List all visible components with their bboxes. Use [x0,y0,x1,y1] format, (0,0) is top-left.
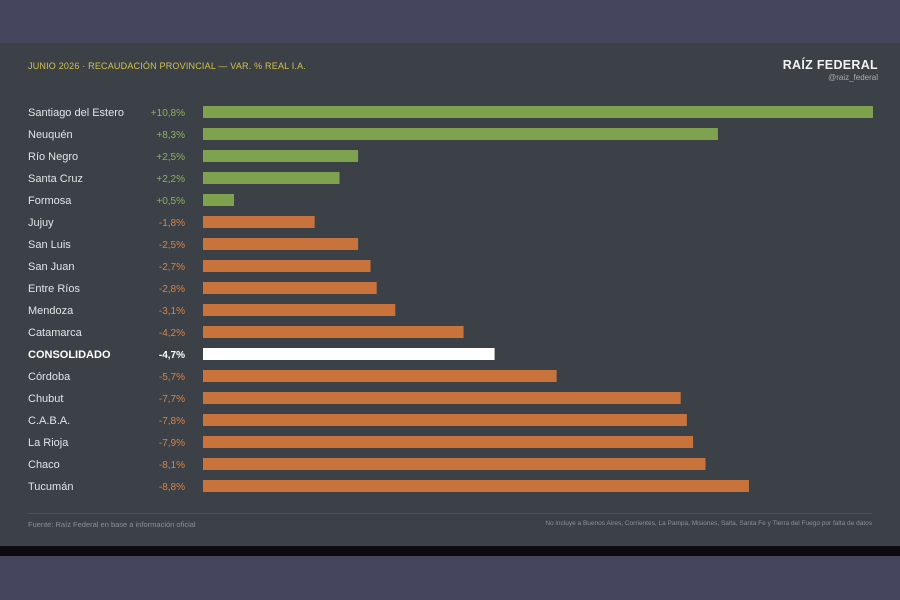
bar [203,150,359,162]
bar [203,194,235,206]
category-label: Santa Cruz [28,173,83,185]
value-label: -7,7% [159,394,185,405]
value-label: -5,7% [159,372,185,383]
category-label: Chubut [28,393,63,405]
footer-note: No incluye a Buenos Aires, Corrientes, L… [545,520,872,527]
bar [203,480,749,492]
bar [203,414,687,426]
category-label: Entre Ríos [28,283,80,295]
value-label: -7,9% [159,438,185,449]
brand-handle: @raiz_federal [828,73,878,82]
category-label: Formosa [28,195,72,207]
bar [203,106,873,118]
category-label: Jujuy [28,217,54,229]
category-label: La Rioja [28,437,69,449]
chart-title: JUNIO 2026 · RECAUDACIÓN PROVINCIAL — VA… [28,61,307,71]
value-label: -4,7% [159,350,185,361]
value-label: -1,8% [159,218,185,229]
value-label: -2,5% [159,240,185,251]
value-label: +10,8% [151,108,185,119]
category-label: San Luis [28,239,71,251]
value-label: +0,5% [156,196,185,207]
bar [203,216,315,228]
value-label: -4,2% [159,328,185,339]
value-label: +2,2% [156,174,185,185]
value-label: -2,8% [159,284,185,295]
category-label: Córdoba [28,371,71,383]
category-label: CONSOLIDADO [28,349,111,361]
bar [203,260,371,272]
bar [203,370,557,382]
bar [203,282,377,294]
bar [203,392,681,404]
category-label: Neuquén [28,129,73,141]
bar [203,458,706,470]
brand: RAÍZ FEDERAL @raiz_federal [783,58,878,82]
category-label: Mendoza [28,305,74,317]
bar-consolidated [203,348,495,360]
category-label: Tucumán [28,481,73,493]
value-label: -7,8% [159,416,185,427]
bottom-bar [0,546,900,556]
bar [203,238,359,250]
bar [203,326,464,338]
value-label: +2,5% [156,152,185,163]
brand-name: RAÍZ FEDERAL [782,58,878,72]
value-label: -8,1% [159,460,185,471]
bar [203,128,718,140]
value-label: -3,1% [159,306,185,317]
category-label: Santiago del Estero [28,107,124,119]
bar [203,304,396,316]
category-label: Catamarca [28,327,83,339]
footer-divider [28,513,872,514]
bar [203,436,694,448]
value-label: +8,3% [156,130,185,141]
bar [203,172,340,184]
category-label: Río Negro [28,151,78,163]
category-label: C.A.B.A. [28,415,70,427]
category-label: San Juan [28,261,74,273]
category-label: Chaco [28,459,60,471]
footer-source: Fuente: Raíz Federal en base a informaci… [28,520,196,529]
value-label: -2,7% [159,262,185,273]
value-label: -8,8% [159,482,185,493]
